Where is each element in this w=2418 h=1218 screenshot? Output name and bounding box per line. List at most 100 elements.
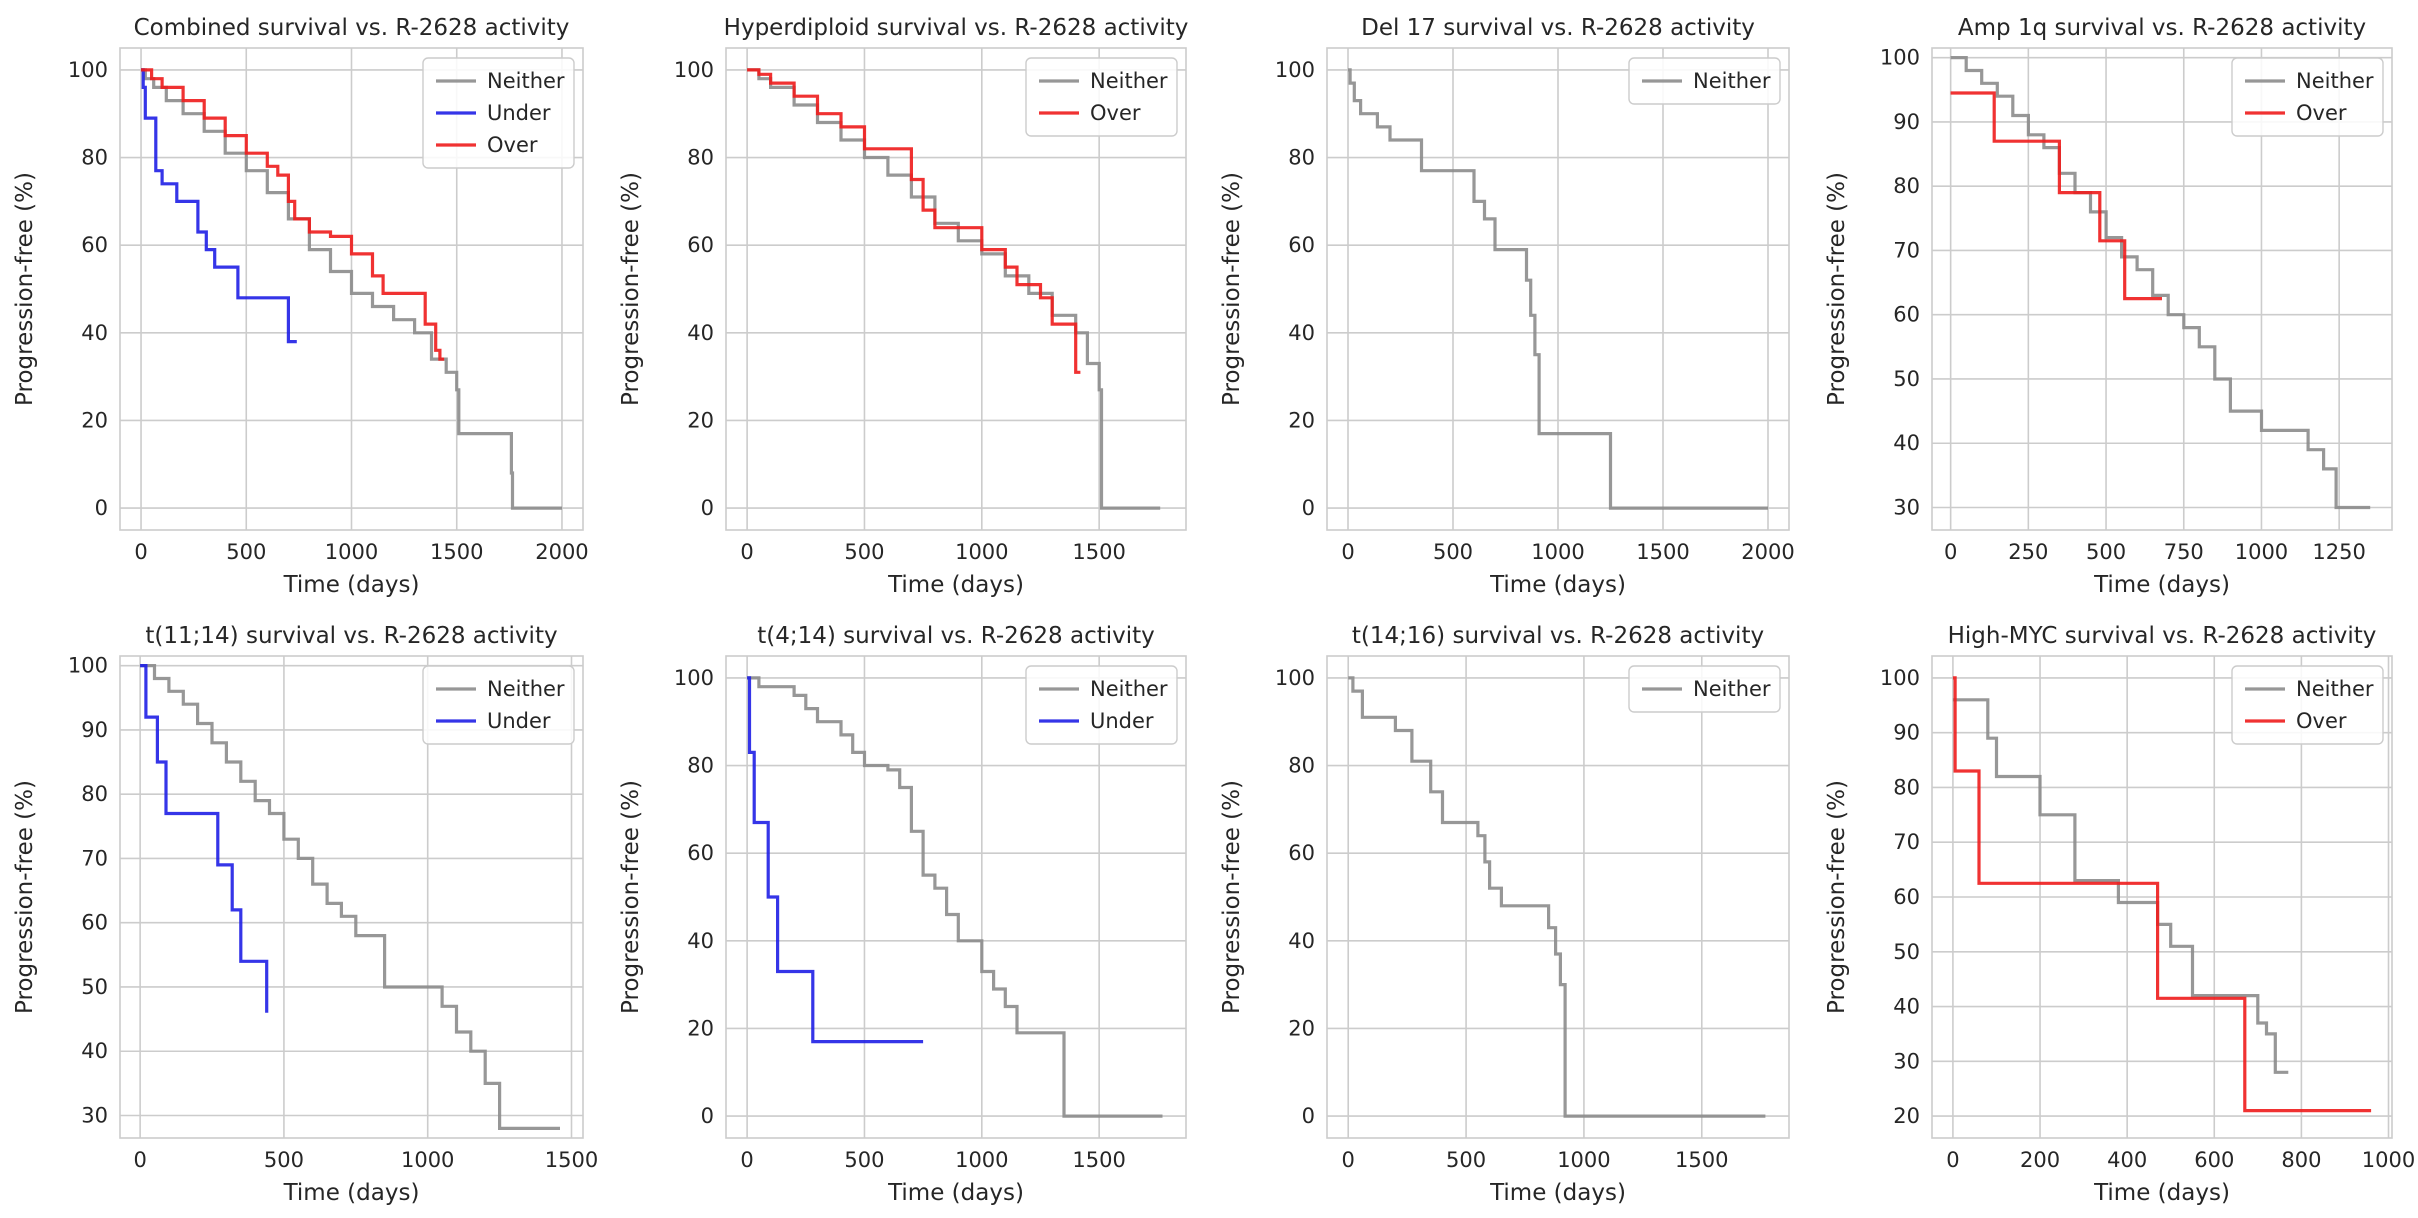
x-axis-label: Time (days)	[2093, 572, 2230, 598]
x-axis-label: Time (days)	[283, 572, 420, 598]
legend-box	[1628, 665, 1781, 713]
x-tick-label: 500	[844, 1148, 884, 1172]
x-tick-label: 0	[1944, 540, 1957, 564]
legend-label-under: Under	[487, 709, 551, 733]
legend-label-neither: Neither	[2296, 677, 2374, 701]
y-tick-label: 100	[674, 666, 714, 690]
x-tick-label: 600	[2194, 1148, 2234, 1172]
series-line-neither	[141, 68, 562, 510]
chart-panel-2: 0 500 1000 1500 2000 0 20 40 60 80 100 Del 17 survi…	[1219, 15, 1795, 598]
x-tick-label: 0	[1946, 1148, 1959, 1172]
legend: Neither	[1628, 57, 1781, 105]
y-tick-label: 30	[1893, 496, 1920, 520]
legend: Neither Over	[2231, 57, 2384, 137]
x-tick-label: 250	[2008, 540, 2048, 564]
y-axis-label: Progression-free (%)	[1219, 780, 1245, 1014]
x-axis-label: Time (days)	[283, 1180, 420, 1206]
y-tick-label: 40	[687, 321, 714, 345]
y-tick-label: 0	[95, 496, 108, 520]
series-line-neither	[747, 68, 1161, 510]
chart-panel-4: 0 500 1000 1500 30 40 50 60 70 80 90 100 t(11;14) su…	[12, 623, 598, 1206]
chart-title: Amp 1q survival vs. R-2628 activity	[1958, 15, 2366, 41]
x-tick-label: 0	[133, 1148, 146, 1172]
legend-label-neither: Neither	[487, 677, 565, 701]
x-tick-label: 1500	[1072, 540, 1125, 564]
y-tick-label: 60	[81, 233, 108, 257]
grid	[726, 656, 1186, 1138]
x-tick-label: 1000	[1557, 1148, 1610, 1172]
legend-box	[1025, 57, 1178, 137]
chart-title: Del 17 survival vs. R-2628 activity	[1361, 15, 1755, 41]
y-tick-label: 70	[81, 846, 108, 870]
y-tick-label: 70	[1893, 238, 1920, 262]
series-line-under	[747, 676, 924, 1044]
y-tick-label: 40	[1893, 995, 1920, 1019]
y-tick-label: 100	[674, 58, 714, 82]
y-axis-label: Progression-free (%)	[1219, 172, 1245, 406]
series-line-over	[1952, 676, 2372, 1113]
legend-label-neither: Neither	[2296, 69, 2374, 93]
x-tick-label: 800	[2281, 1148, 2321, 1172]
plot-frame	[119, 47, 584, 531]
y-tick-label: 40	[687, 929, 714, 953]
series-line-over	[747, 68, 1081, 374]
y-tick-label: 40	[1893, 431, 1920, 455]
grid	[1327, 656, 1789, 1138]
y-tick-label: 80	[1288, 754, 1315, 778]
y-tick-label: 20	[687, 1016, 714, 1040]
chart-panel-6: 0 500 1000 1500 0 20 40 60 80 100 t(14;16) surviva…	[1219, 623, 1790, 1206]
chart-title: Hyperdiploid survival vs. R-2628 activit…	[724, 15, 1189, 41]
series-line-neither	[1950, 56, 2371, 510]
chart-panel-3: 0 250 500 750 1000 1250 30 40 50 60 70 80 90 100 Amp 1…	[1824, 15, 2393, 598]
legend: Neither Under Over	[422, 57, 575, 169]
legend: Neither Over	[1025, 57, 1178, 137]
x-tick-label: 2000	[535, 540, 588, 564]
x-tick-label: 1000	[325, 540, 378, 564]
x-axis-label: Time (days)	[887, 572, 1024, 598]
x-tick-label: 750	[2164, 540, 2204, 564]
y-axis-label: Progression-free (%)	[1824, 172, 1850, 406]
y-tick-label: 40	[81, 1039, 108, 1063]
x-tick-label: 500	[1446, 1148, 1486, 1172]
y-axis-label: Progression-free (%)	[1824, 780, 1850, 1014]
y-tick-label: 30	[1893, 1049, 1920, 1073]
x-tick-label: 1500	[545, 1148, 598, 1172]
x-tick-label: 500	[264, 1148, 304, 1172]
y-tick-label: 80	[81, 782, 108, 806]
chart-title: Combined survival vs. R-2628 activity	[134, 15, 570, 41]
legend-box	[2231, 665, 2384, 745]
x-axis-label: Time (days)	[887, 1180, 1024, 1206]
chart-title: t(14;16) survival vs. R-2628 activity	[1352, 623, 1764, 649]
y-tick-label: 0	[1302, 496, 1315, 520]
chart-title: High-MYC survival vs. R-2628 activity	[1948, 623, 2377, 649]
x-tick-label: 1500	[1072, 1148, 1125, 1172]
series-line-neither	[1348, 676, 1766, 1118]
x-tick-label: 0	[1341, 540, 1354, 564]
legend-label-neither: Neither	[1090, 677, 1168, 701]
y-tick-label: 100	[68, 654, 108, 678]
y-tick-label: 90	[81, 718, 108, 742]
x-tick-label: 500	[226, 540, 266, 564]
y-tick-label: 20	[1288, 408, 1315, 432]
plot-frame	[1326, 47, 1790, 531]
y-tick-label: 60	[687, 841, 714, 865]
y-tick-label: 0	[701, 496, 714, 520]
y-tick-label: 100	[1880, 46, 1920, 70]
y-tick-label: 80	[687, 754, 714, 778]
x-tick-label: 1500	[1675, 1148, 1728, 1172]
x-tick-label: 1000	[955, 1148, 1008, 1172]
x-axis-label: Time (days)	[1489, 1180, 1626, 1206]
y-tick-label: 100	[1880, 666, 1920, 690]
plot-frame	[725, 47, 1187, 531]
y-tick-label: 40	[81, 321, 108, 345]
y-tick-label: 60	[687, 233, 714, 257]
plot-frame	[725, 655, 1187, 1139]
y-tick-label: 50	[1893, 367, 1920, 391]
y-tick-label: 0	[1302, 1104, 1315, 1128]
legend-label-over: Over	[487, 133, 538, 157]
x-axis-label: Time (days)	[1489, 572, 1626, 598]
y-tick-label: 80	[81, 146, 108, 170]
plot-frame	[1326, 655, 1790, 1139]
chart-panel-0: 0 500 1000 1500 2000 0 20 40 60 80 100 Combined sur…	[12, 15, 589, 598]
